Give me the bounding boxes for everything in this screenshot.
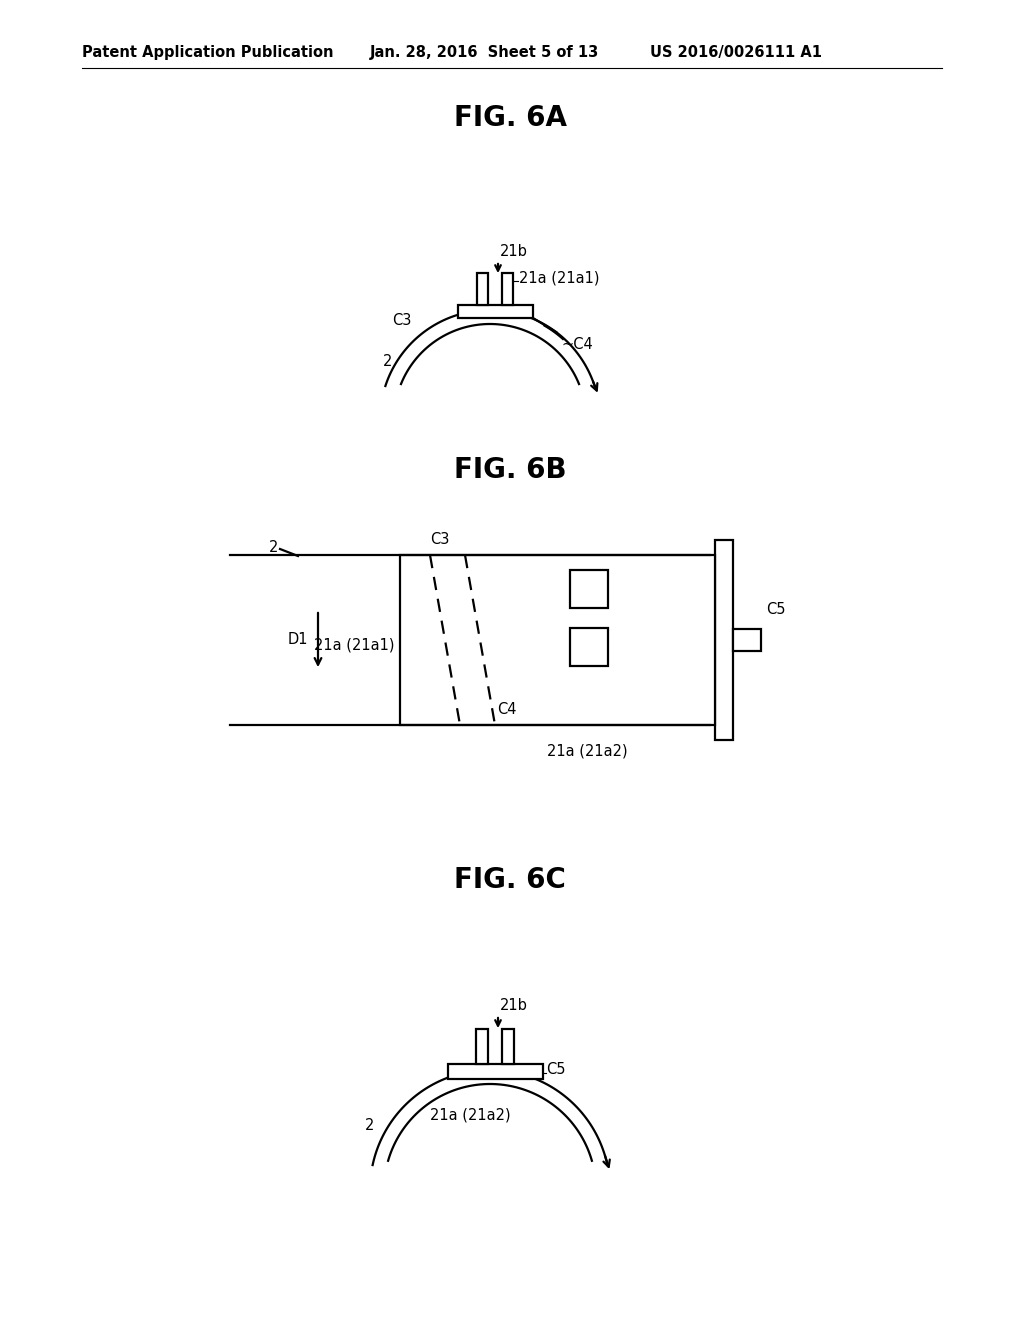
Bar <box>733 630 761 651</box>
Text: 2: 2 <box>383 354 392 370</box>
Bar <box>715 540 733 741</box>
Text: 21a (21a2): 21a (21a2) <box>430 1107 510 1122</box>
Bar <box>477 273 488 305</box>
Bar <box>400 554 715 725</box>
Bar <box>449 1064 543 1078</box>
Text: Patent Application Publication: Patent Application Publication <box>82 45 334 59</box>
Bar <box>570 570 608 609</box>
Text: 2: 2 <box>365 1118 374 1133</box>
Text: US 2016/0026111 A1: US 2016/0026111 A1 <box>650 45 822 59</box>
Text: 21b: 21b <box>500 244 528 259</box>
Text: D1: D1 <box>288 632 308 648</box>
Text: C5: C5 <box>766 602 785 618</box>
Text: C3: C3 <box>430 532 450 546</box>
Text: C3: C3 <box>391 313 411 327</box>
Text: 21b: 21b <box>500 998 528 1012</box>
Text: Jan. 28, 2016  Sheet 5 of 13: Jan. 28, 2016 Sheet 5 of 13 <box>370 45 599 59</box>
Text: ~C4: ~C4 <box>561 337 593 352</box>
Bar <box>502 273 513 305</box>
Text: C4: C4 <box>497 702 516 718</box>
Bar <box>570 628 608 667</box>
Text: FIG. 6A: FIG. 6A <box>454 104 566 132</box>
Text: FIG. 6B: FIG. 6B <box>454 455 566 484</box>
Text: C5: C5 <box>546 1063 565 1077</box>
Bar <box>502 1030 514 1064</box>
Text: 2: 2 <box>268 540 278 554</box>
Text: 21a (21a2): 21a (21a2) <box>547 743 628 758</box>
Text: FIG. 6C: FIG. 6C <box>454 866 566 894</box>
Bar <box>476 1030 488 1064</box>
Text: 21a (21a1): 21a (21a1) <box>519 271 599 285</box>
Text: 21a (21a1): 21a (21a1) <box>314 638 395 652</box>
Bar <box>458 305 534 318</box>
